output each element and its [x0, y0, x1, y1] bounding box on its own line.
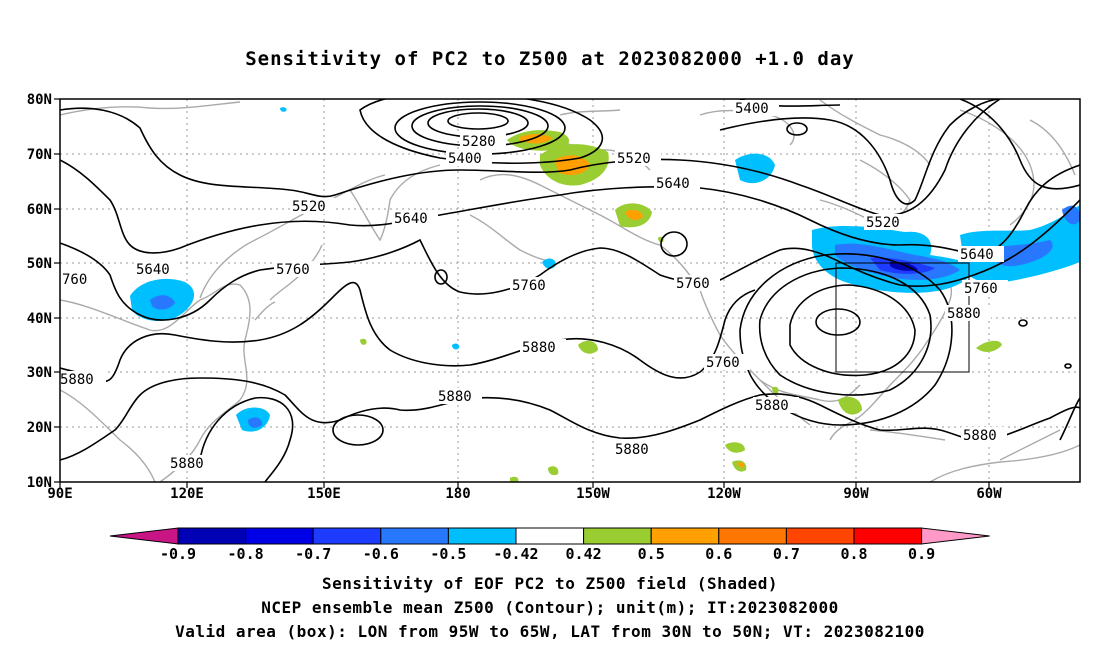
- shade-patch: [1062, 205, 1080, 225]
- shade-patch: [738, 462, 745, 468]
- shade-patch: [510, 476, 519, 482]
- lat-label: 10N: [27, 475, 52, 491]
- contour-label: 5400: [448, 151, 482, 167]
- colorbar-swatch: [245, 527, 314, 545]
- shade-patch: [578, 340, 598, 354]
- colorbar-label: -0.8: [228, 545, 264, 560]
- shade-patch: [452, 343, 460, 350]
- longitude-axis: 90E 120E 150E 180 150W 120W 90W 60W: [47, 486, 1002, 502]
- shade-patch: [360, 338, 367, 345]
- colorbar-label: 0.5: [638, 545, 665, 560]
- map-title: Sensitivity of PC2 to Z500 at 2023082000…: [245, 48, 855, 70]
- contour-label: 5880: [947, 306, 981, 322]
- colorbar-label: 0.7: [773, 545, 800, 560]
- map-figure: 5400 5400 5280 5520 5520 5520 5640 5640 …: [27, 92, 1081, 560]
- contour-label: 5880: [963, 428, 997, 444]
- shade-patch: [248, 417, 263, 428]
- lat-label: 50N: [27, 256, 52, 272]
- colorbar-swatch: [515, 527, 585, 545]
- colorbar-swatch: [583, 527, 652, 545]
- lon-label: 150W: [576, 486, 610, 502]
- contour-label: 5400: [735, 101, 769, 117]
- lon-label: 90W: [843, 486, 869, 502]
- axis-ticks: [54, 98, 990, 488]
- contour-label: 5880: [522, 340, 556, 356]
- caption-line-3: Valid area (box): LON from 95W to 65W, L…: [175, 622, 925, 641]
- colorbar: -0.9 -0.8 -0.7 -0.6 -0.5 -0.42 0.42 0.5 0.6 0.7 0.…: [109, 527, 990, 560]
- contour-labels: 5400 5400 5280 5520 5520 5520 5640 5640 …: [60, 100, 1008, 472]
- colorbar-label: -0.5: [430, 545, 466, 560]
- colorbar-label: 0.8: [840, 545, 867, 560]
- colorbar-swatch: [447, 527, 517, 545]
- lat-label: 40N: [27, 311, 52, 327]
- colorbar-swatch: [785, 527, 855, 545]
- colorbar-label: -0.7: [295, 545, 331, 560]
- colorbar-label: -0.9: [160, 545, 196, 560]
- colorbar-label: 0.42: [566, 545, 602, 560]
- lat-label: 70N: [27, 147, 52, 163]
- colorbar-low-arrow: [109, 527, 179, 545]
- contour-label: 5880: [438, 389, 472, 405]
- lon-label: 90E: [47, 486, 72, 502]
- contour-label: 5880: [615, 442, 649, 458]
- contour-label: 5880: [170, 456, 204, 472]
- colorbar-label: 0.9: [908, 545, 935, 560]
- colorbar-label: -0.6: [363, 545, 399, 560]
- contour-label: 760: [62, 272, 87, 288]
- colorbar-swatch: [650, 527, 720, 545]
- contour-label: 5880: [755, 398, 789, 414]
- contour-label: 5880: [60, 372, 94, 388]
- contour-label: 5280: [462, 134, 496, 150]
- shade-patch: [735, 153, 775, 184]
- shade-patch: [548, 466, 559, 476]
- contour-label: 5760: [676, 276, 710, 292]
- shade-patch: [960, 205, 1080, 283]
- colorbar-label: -0.42: [493, 545, 538, 560]
- contour-label: 5640: [394, 211, 428, 227]
- caption-line-2: NCEP ensemble mean Z500 (Contour); unit(…: [261, 598, 839, 617]
- lon-label: 150E: [307, 486, 341, 502]
- contour-label: 5760: [964, 281, 998, 297]
- shade-patch: [976, 340, 1002, 352]
- shade-patch: [520, 134, 552, 144]
- lon-label: 120W: [707, 486, 741, 502]
- contour-label: 5640: [136, 262, 170, 278]
- lat-label: 30N: [27, 365, 52, 381]
- colorbar-swatch: [853, 527, 923, 545]
- colorbar-swatch: [718, 527, 787, 545]
- colorbar-swatch: [177, 527, 247, 545]
- contour-label: 5760: [276, 262, 310, 278]
- latitude-axis: 80N 70N 60N 50N 40N 30N 20N 10N: [27, 92, 52, 491]
- contour-label: 5520: [292, 199, 326, 215]
- shade-patch: [150, 295, 175, 310]
- shade-patch: [838, 396, 862, 415]
- lat-label: 80N: [27, 92, 52, 108]
- lat-label: 60N: [27, 202, 52, 218]
- z500-contours: [60, 99, 1080, 482]
- shade-patch: [725, 442, 745, 453]
- shade-patch: [990, 240, 1053, 267]
- contour-label: 5760: [512, 278, 546, 294]
- plot-frame: [59, 98, 1081, 483]
- lon-label: 60W: [976, 486, 1002, 502]
- colorbar-label: 0.6: [705, 545, 732, 560]
- colorbar-high-arrow: [921, 527, 990, 545]
- shade-patch: [772, 386, 779, 394]
- caption-line-1: Sensitivity of EOF PC2 to Z500 field (Sh…: [322, 574, 778, 593]
- contour-label: 5520: [866, 215, 900, 231]
- shade-patch: [625, 209, 643, 220]
- lon-label: 120E: [170, 486, 204, 502]
- contour-label: 5520: [617, 151, 651, 167]
- shade-patch: [280, 107, 287, 112]
- contour-label: 5760: [706, 355, 740, 371]
- lon-label: 180: [445, 486, 470, 502]
- colorbar-swatch: [312, 527, 382, 545]
- contour-label: 5640: [656, 176, 690, 192]
- contour-label: 5640: [960, 247, 994, 263]
- colorbar-swatch: [380, 527, 449, 545]
- lat-label: 20N: [27, 420, 52, 436]
